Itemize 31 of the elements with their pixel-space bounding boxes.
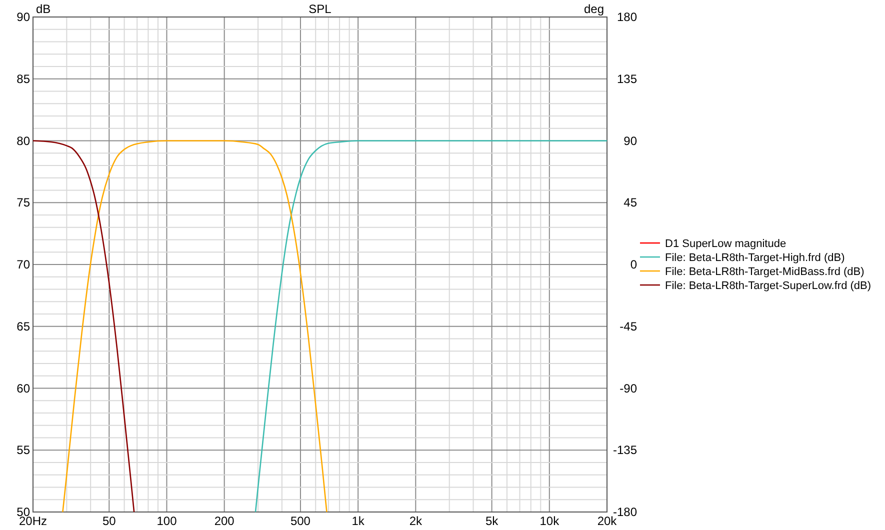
y2-tick-label: -90: [620, 381, 638, 396]
y-tick-label: 65: [16, 319, 30, 334]
y2-tick-label: 45: [624, 196, 638, 210]
legend-label: File: Beta-LR8th-Target-High.frd (dB): [665, 252, 845, 264]
x-tick-label: 50: [102, 514, 116, 528]
x-tick-label: 2k: [409, 514, 423, 528]
x-tick-label: 200: [214, 514, 235, 528]
y-tick-label: 80: [16, 134, 30, 148]
x-tick-label: 10k: [540, 514, 560, 528]
y-tick-label: 90: [16, 10, 30, 24]
legend-label: File: Beta-LR8th-Target-MidBass.frd (dB): [665, 266, 864, 278]
y-tick-label: 55: [16, 443, 30, 458]
y2-tick-label: 180: [616, 10, 638, 24]
x-tick-label: 500: [290, 514, 311, 528]
x-tick-label: 1k: [352, 514, 366, 528]
y2-tick-label: 135: [616, 72, 638, 86]
legend-label: D1 SuperLow magnitude: [665, 238, 786, 250]
legend-label: File: Beta-LR8th-Target-SuperLow.frd (dB): [665, 280, 872, 292]
y-tick-label: 60: [16, 381, 30, 396]
y2-tick-label: 90: [624, 134, 638, 148]
y-tick-label: 70: [16, 258, 30, 272]
y-tick-label: 75: [16, 196, 30, 210]
y2-tick-label: 0: [630, 258, 638, 272]
chart-title: SPL: [308, 2, 332, 16]
y2-tick-label: -135: [612, 443, 638, 458]
y-axis-title: dB: [36, 2, 51, 16]
y-tick-label: 85: [16, 72, 30, 86]
y2-axis-title: deg: [584, 2, 604, 16]
y2-tick-label: -45: [620, 319, 638, 334]
x-tick-label: 5k: [485, 514, 500, 528]
x-tick-label: 100: [156, 514, 178, 528]
